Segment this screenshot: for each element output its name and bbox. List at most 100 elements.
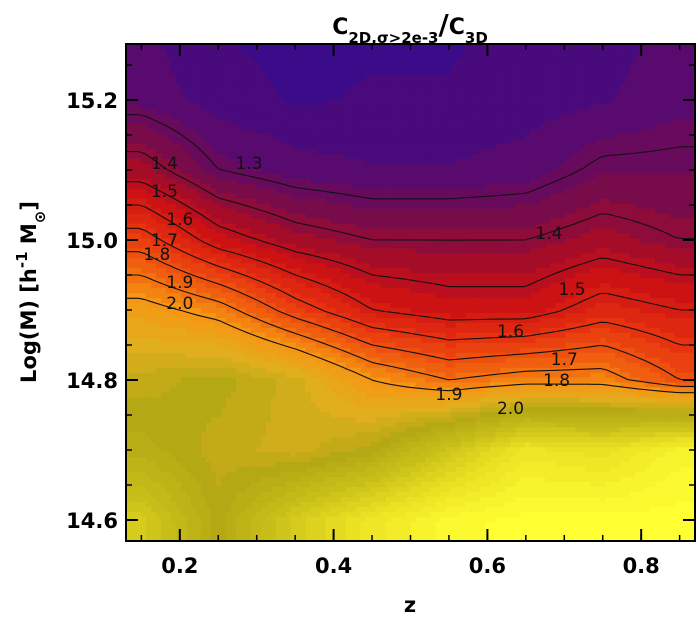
- heatmap-cell: [575, 501, 581, 507]
- heatmap-cell: [480, 526, 486, 532]
- heatmap-cell: [485, 337, 491, 343]
- heatmap-cell: [250, 441, 257, 448]
- heatmap-cell: [570, 347, 576, 353]
- heatmap-cell: [495, 521, 501, 527]
- heatmap-cell: [460, 396, 466, 403]
- heatmap-cell: [555, 362, 561, 368]
- heatmap-cell: [240, 466, 247, 473]
- heatmap-cell: [310, 367, 317, 373]
- heatmap-cell: [420, 476, 427, 482]
- heatmap-cell: [195, 506, 202, 512]
- heatmap-cell: [680, 441, 686, 448]
- heatmap-cell: [160, 521, 167, 527]
- heatmap-cell: [690, 327, 695, 333]
- heatmap-cell: [425, 471, 432, 477]
- heatmap-cell: [455, 381, 462, 388]
- heatmap-cell: [610, 327, 616, 333]
- heatmap-cell: [170, 426, 177, 433]
- heatmap-cell: [655, 426, 661, 433]
- heatmap-cell: [585, 521, 591, 527]
- heatmap-cell: [560, 526, 566, 532]
- heatmap-cell: [210, 396, 217, 403]
- heatmap-cell: [315, 536, 322, 541]
- heatmap-cell: [245, 386, 252, 393]
- heatmap-cell: [615, 352, 621, 358]
- heatmap-cell: [475, 501, 481, 507]
- heatmap-cell: [225, 446, 232, 453]
- heatmap-cell: [180, 367, 187, 373]
- heatmap-cell: [415, 481, 422, 487]
- heatmap-cell: [500, 396, 506, 403]
- heatmap-cell: [225, 357, 232, 363]
- heatmap-cell: [130, 471, 137, 477]
- heatmap-cell: [595, 521, 601, 527]
- heatmap-cell: [690, 391, 695, 398]
- heatmap-cell: [565, 526, 571, 532]
- heatmap-cell: [390, 396, 397, 403]
- heatmap-cell: [550, 441, 556, 448]
- heatmap-cell: [520, 436, 526, 443]
- heatmap-cell: [410, 456, 417, 463]
- heatmap-cell: [280, 466, 287, 473]
- heatmap-cell: [605, 357, 611, 363]
- heatmap-cell: [525, 516, 531, 522]
- heatmap-cell: [255, 486, 262, 492]
- heatmap-cell: [350, 516, 357, 522]
- heatmap-cell: [210, 352, 217, 358]
- heatmap-cell: [215, 342, 222, 348]
- heatmap-cell: [660, 516, 666, 522]
- heatmap-cell: [126, 347, 132, 353]
- heatmap-cell: [180, 521, 187, 527]
- heatmap-cell: [495, 516, 501, 522]
- heatmap-cell: [635, 342, 641, 348]
- heatmap-cell: [220, 476, 227, 482]
- heatmap-cell: [530, 411, 536, 418]
- heatmap-cell: [360, 526, 367, 532]
- heatmap-cell: [140, 511, 147, 517]
- heatmap-cell: [655, 391, 661, 398]
- heatmap-cell: [465, 451, 471, 458]
- heatmap-cell: [395, 446, 402, 453]
- heatmap-cell: [545, 406, 551, 413]
- heatmap-cell: [410, 426, 417, 433]
- heatmap-cell: [665, 536, 671, 541]
- heatmap-cell: [370, 466, 377, 473]
- heatmap-cell: [295, 516, 302, 522]
- heatmap-cell: [435, 416, 442, 423]
- heatmap-cell: [180, 526, 187, 532]
- heatmap-cell: [390, 446, 397, 453]
- heatmap-cell: [300, 411, 307, 418]
- heatmap-cell: [310, 446, 317, 453]
- heatmap-cell: [650, 372, 656, 378]
- heatmap-cell: [500, 491, 506, 497]
- heatmap-cell: [345, 481, 352, 487]
- heatmap-cell: [495, 436, 501, 443]
- heatmap-cell: [290, 536, 297, 541]
- heatmap-cell: [655, 416, 661, 423]
- heatmap-cell: [460, 471, 466, 477]
- heatmap-cell: [355, 486, 362, 492]
- heatmap-cell: [480, 416, 486, 423]
- heatmap-cell: [415, 342, 422, 348]
- heatmap-cell: [545, 481, 551, 487]
- heatmap-cell: [380, 406, 387, 413]
- heatmap-cell: [210, 431, 217, 438]
- heatmap-cell: [465, 367, 471, 373]
- heatmap-cell: [305, 436, 312, 443]
- heatmap-cell: [345, 421, 352, 428]
- heatmap-cell: [595, 376, 601, 383]
- heatmap-cell: [225, 536, 232, 541]
- heatmap-cell: [620, 501, 626, 507]
- heatmap-cell: [540, 357, 546, 363]
- heatmap-cell: [355, 506, 362, 512]
- heatmap-cell: [360, 342, 367, 348]
- heatmap-cell: [126, 531, 132, 537]
- heatmap-cell: [160, 456, 167, 463]
- heatmap-cell: [150, 436, 157, 443]
- heatmap-cell: [650, 516, 656, 522]
- heatmap-cell: [210, 337, 217, 343]
- heatmap-cell: [280, 431, 287, 438]
- heatmap-cell: [520, 347, 526, 353]
- heatmap-cell: [385, 536, 392, 541]
- heatmap-cell: [320, 526, 327, 532]
